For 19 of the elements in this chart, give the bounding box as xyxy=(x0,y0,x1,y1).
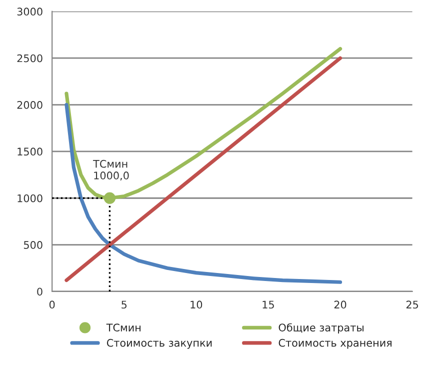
y-tick-label: 3000 xyxy=(17,8,42,16)
y-tick-label: 500 xyxy=(24,241,42,249)
legend-label: Стоимость закупки xyxy=(106,338,212,349)
legend-label: Общие затраты xyxy=(278,323,364,334)
x-tick-label: 20 xyxy=(334,300,346,309)
y-tick-label: 2000 xyxy=(17,101,42,109)
x-tick-label: 25 xyxy=(406,300,418,309)
y-tick-label: 2500 xyxy=(17,54,42,62)
x-tick-label: 10 xyxy=(190,300,202,309)
legend-label: ТСмин xyxy=(106,324,140,332)
x-tick-label: 15 xyxy=(262,300,274,309)
x-tick-label: 5 xyxy=(122,300,127,309)
annotation: ТСмин 1000,0 xyxy=(93,160,129,180)
y-tick-label: 1500 xyxy=(18,148,42,156)
line-series xyxy=(64,102,342,284)
legend-label: Стоимость хранения xyxy=(278,338,392,349)
y-tick-label: 1000 xyxy=(18,194,42,202)
x-tick-label: 0 xyxy=(49,300,55,309)
y-tick-label: 0 xyxy=(37,288,42,296)
